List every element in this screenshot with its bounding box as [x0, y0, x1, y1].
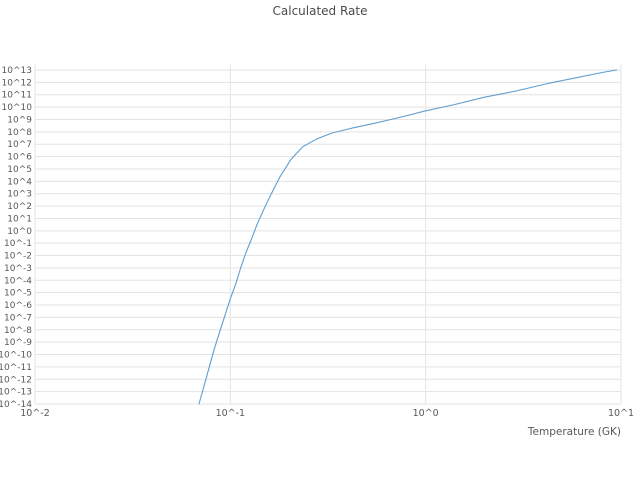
x-tick-label: 10^-2 [20, 408, 50, 419]
y-tick-label: 10^3 [7, 190, 32, 200]
y-tick-label: 10^13 [2, 66, 32, 76]
gridlines [34, 64, 622, 405]
x-axis-label: Temperature (GK) [527, 426, 621, 438]
y-tick-label: 10^-11 [0, 363, 32, 373]
y-tick-label: 10^5 [7, 165, 32, 175]
x-tick-label: 10^-1 [216, 408, 246, 419]
y-tick-label: 10^-3 [4, 264, 32, 274]
y-tick-label: 10^-6 [4, 301, 32, 311]
y-tick-label: 10^-8 [4, 326, 32, 336]
y-tick-label: 10^-14 [0, 400, 32, 410]
y-tick-label: 10^10 [2, 103, 33, 113]
x-tick-label: 10^1 [608, 408, 634, 419]
y-tick-labels: 10^13 10^12 10^11 10^10 10^9 10^8 10^7 10^6 10^5… [0, 66, 32, 410]
y-tick-label: 10^-7 [4, 313, 32, 323]
y-tick-label: 10^6 [7, 153, 32, 163]
y-tick-label: 10^12 [2, 78, 32, 88]
y-tick-label: 10^-9 [4, 338, 32, 348]
y-tick-label: 10^-5 [4, 289, 32, 299]
y-tick-label: 10^4 [7, 177, 32, 187]
x-tick-labels: 10^-2 10^-1 10^0 10^1 [20, 408, 634, 419]
y-tick-label: 10^-2 [4, 252, 32, 262]
y-tick-label: 10^-4 [4, 276, 32, 286]
y-tick-label: 10^9 [7, 115, 32, 125]
y-tick-label: 10^-13 [0, 388, 32, 398]
chart-title: Calculated Rate [272, 4, 368, 18]
y-tick-label: 10^7 [7, 140, 32, 150]
y-tick-label: 10^0 [7, 227, 32, 237]
y-tick-label: 10^-1 [4, 239, 32, 249]
y-tick-label: 10^11 [2, 91, 32, 101]
y-tick-label: 10^-12 [0, 375, 32, 385]
y-tick-label: 10^8 [7, 128, 32, 138]
rate-line [198, 69, 618, 405]
y-tick-label: 10^2 [7, 202, 32, 212]
y-tick-label: 10^-10 [0, 351, 32, 361]
x-tick-label: 10^0 [413, 408, 439, 419]
y-tick-label: 10^1 [7, 214, 32, 224]
